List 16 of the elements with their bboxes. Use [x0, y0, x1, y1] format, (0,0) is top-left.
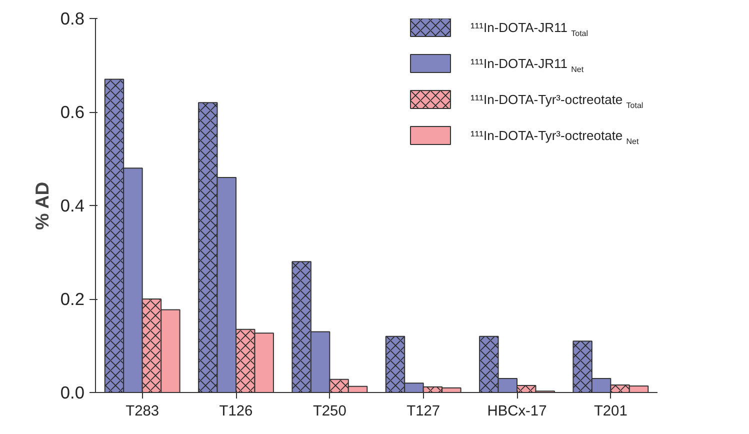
y-tick-label: 0.0	[60, 382, 85, 402]
x-tick-label: HBCx-17	[487, 404, 547, 420]
y-tick-label: 0.8	[60, 8, 85, 28]
legend-label: ¹¹¹In-DOTA-JR11 Net	[470, 56, 584, 74]
x-tick-label: T250	[312, 404, 346, 420]
x-tick-label: T127	[406, 404, 440, 420]
legend-label: ¹¹¹In-DOTA-JR11 Total	[470, 20, 588, 38]
y-tick-label: 0.6	[60, 102, 85, 122]
y-tick-label: 0.4	[60, 196, 85, 216]
x-tick-label: T283	[126, 404, 160, 420]
x-tick-label: T126	[219, 404, 253, 420]
x-tick-label: T201	[594, 404, 628, 420]
legend-label: ¹¹¹In-DOTA-Tyr³-octreotate Net	[470, 128, 640, 146]
y-axis-title: % AD	[31, 182, 52, 230]
legend-label: ¹¹¹In-DOTA-Tyr³-octreotate Total	[470, 92, 644, 110]
y-tick-label: 0.2	[60, 289, 85, 309]
